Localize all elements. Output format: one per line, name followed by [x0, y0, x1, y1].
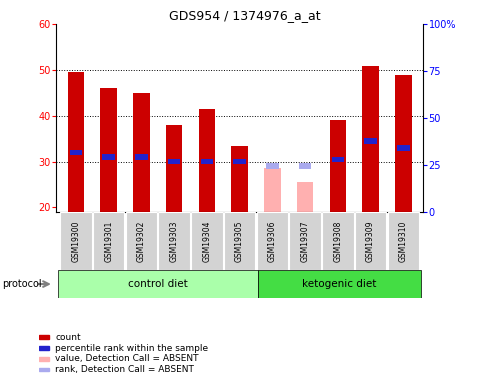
Text: rank, Detection Call = ABSENT: rank, Detection Call = ABSENT: [55, 365, 194, 374]
Bar: [231, 146, 247, 212]
Bar: [158, 212, 189, 270]
Bar: [396, 145, 409, 151]
Text: GSM19309: GSM19309: [366, 220, 374, 262]
Bar: [322, 212, 353, 270]
Text: GSM19304: GSM19304: [202, 220, 211, 262]
Bar: [67, 72, 84, 212]
Bar: [256, 212, 287, 270]
Bar: [387, 212, 418, 270]
Bar: [233, 159, 245, 164]
Bar: [165, 125, 182, 212]
Text: GSM19300: GSM19300: [71, 220, 80, 262]
Bar: [100, 88, 117, 212]
Bar: [39, 357, 49, 361]
Bar: [39, 336, 49, 339]
Bar: [69, 150, 82, 155]
Bar: [58, 270, 257, 298]
Bar: [296, 182, 313, 212]
Bar: [264, 168, 280, 212]
Bar: [125, 212, 157, 270]
Text: percentile rank within the sample: percentile rank within the sample: [55, 344, 208, 352]
Text: protocol: protocol: [2, 279, 42, 289]
Text: GSM19305: GSM19305: [235, 220, 244, 262]
Bar: [93, 212, 124, 270]
Bar: [133, 93, 149, 212]
Bar: [198, 109, 215, 212]
Bar: [362, 66, 378, 212]
Bar: [191, 212, 222, 270]
Bar: [257, 270, 421, 298]
Bar: [289, 212, 320, 270]
Bar: [265, 164, 278, 169]
Bar: [354, 212, 386, 270]
Text: GSM19302: GSM19302: [137, 220, 145, 262]
Bar: [60, 212, 91, 270]
Bar: [135, 154, 147, 160]
Text: GSM19310: GSM19310: [398, 220, 407, 262]
Text: count: count: [55, 333, 81, 342]
Text: GSM19306: GSM19306: [267, 220, 276, 262]
Bar: [200, 159, 213, 164]
Bar: [39, 346, 49, 350]
Text: GSM19308: GSM19308: [333, 220, 342, 262]
Text: control diet: control diet: [127, 279, 187, 289]
Bar: [298, 164, 311, 169]
Text: GSM19301: GSM19301: [104, 220, 113, 262]
Bar: [167, 159, 180, 164]
Text: value, Detection Call = ABSENT: value, Detection Call = ABSENT: [55, 354, 199, 363]
Bar: [394, 75, 411, 212]
Text: GDS954 / 1374976_a_at: GDS954 / 1374976_a_at: [168, 9, 320, 22]
Text: GSM19307: GSM19307: [300, 220, 309, 262]
Bar: [102, 154, 115, 160]
Text: ketogenic diet: ketogenic diet: [302, 279, 376, 289]
Text: GSM19303: GSM19303: [169, 220, 178, 262]
Bar: [364, 138, 376, 144]
Bar: [224, 212, 255, 270]
Bar: [329, 120, 346, 212]
Bar: [39, 368, 49, 371]
Bar: [331, 156, 344, 162]
